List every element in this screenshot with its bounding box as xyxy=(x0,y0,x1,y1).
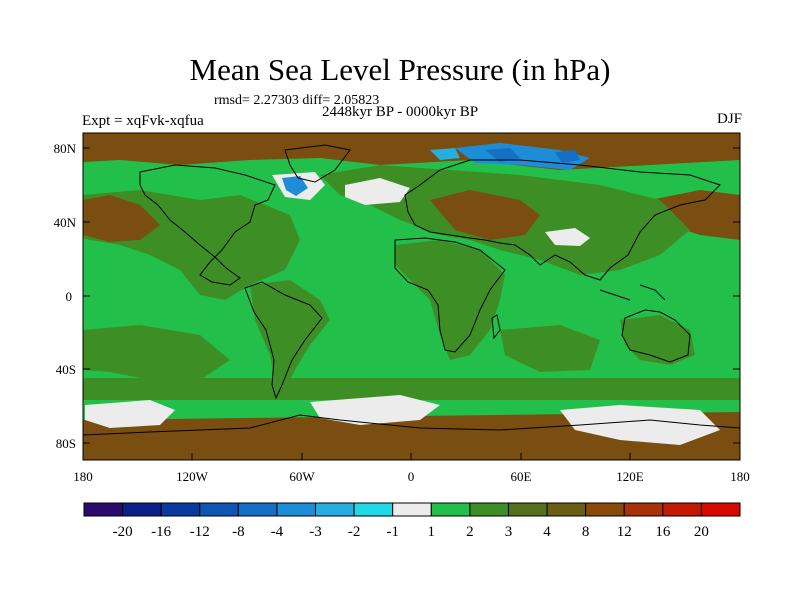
season-label: DJF xyxy=(716,111,742,127)
coastlines xyxy=(83,144,740,436)
colorbar-box xyxy=(199,502,239,517)
field-africa xyxy=(395,240,505,360)
colorbar-label: -3 xyxy=(309,524,322,540)
y-tick-label: 80S xyxy=(56,436,76,451)
field-white-southern-3 xyxy=(560,405,720,445)
field-white-atlantic xyxy=(345,178,410,205)
colorbar-box xyxy=(430,502,471,517)
colorbar-box xyxy=(353,502,394,517)
x-tick-label: 120E xyxy=(616,469,644,484)
colorbar-box xyxy=(122,502,162,517)
colorbar-label: -20 xyxy=(113,524,133,540)
field-white-southern-1 xyxy=(85,400,175,428)
colorbar-box xyxy=(546,502,587,517)
field-north-pacific-east xyxy=(650,190,740,240)
experiment-label: Expt = xqFvk-xqfua xyxy=(82,113,204,129)
colorbar-box xyxy=(469,502,509,517)
colorbar-box xyxy=(662,502,702,517)
x-tick-label: 120W xyxy=(176,469,209,484)
colorbar-labels: -20 -16 -12 -8 -4 -3 -2 -1 1 2 3 4 8 12 16 20 xyxy=(113,524,709,540)
colorbar-label: -2 xyxy=(348,524,361,540)
x-tick-label: 180 xyxy=(73,469,93,484)
field-south-america xyxy=(250,280,330,390)
coast-indonesia xyxy=(599,284,666,301)
colorbar-label: 8 xyxy=(582,524,590,540)
colorbar-box xyxy=(507,502,548,517)
colorbar-box xyxy=(700,502,741,517)
field-south-pacific xyxy=(83,325,230,380)
x-axis xyxy=(82,453,741,460)
x-tick-label: 60E xyxy=(511,469,532,484)
coast-antarctica xyxy=(83,414,740,436)
colorbar-label: 4 xyxy=(543,524,551,540)
colorbar-boxes xyxy=(83,502,741,517)
colorbar-label: -8 xyxy=(232,524,245,540)
y-axis xyxy=(83,147,740,444)
coast-africa xyxy=(394,237,506,353)
colorbar-label: -4 xyxy=(271,524,284,540)
stats-text: rmsd= 2.27303 diff= 2.05823 xyxy=(214,93,380,108)
colorbar-label: 12 xyxy=(617,524,632,540)
colorbar-box xyxy=(276,502,317,517)
colorbar-label: 20 xyxy=(694,524,709,540)
colorbar-box xyxy=(623,502,664,517)
colorbar-box xyxy=(315,502,355,517)
colorbar-box xyxy=(392,502,432,517)
colorbar-label: -16 xyxy=(151,524,171,540)
colorbar-box xyxy=(585,502,625,517)
period-text: 2448kyr BP - 0000kyr BP xyxy=(322,104,479,120)
colorbar-box xyxy=(237,502,278,517)
field-darkblue-siberia-2 xyxy=(555,150,580,163)
colorbar-label: -12 xyxy=(190,524,210,540)
y-tick-label: 40S xyxy=(56,362,76,377)
y-tick-label: 0 xyxy=(66,289,73,304)
x-tick-label: 180 xyxy=(730,469,750,484)
coast-greenland xyxy=(284,144,351,183)
y-tick-label: 80N xyxy=(54,141,77,156)
field-blue-greenland xyxy=(282,176,308,196)
field-darkblue-siberia xyxy=(485,148,520,162)
y-tick-label: 40N xyxy=(54,215,77,230)
field-white-arabia xyxy=(545,228,590,246)
map-title: Mean Sea Level Pressure (in hPa) xyxy=(189,52,611,87)
x-tick-label: 0 xyxy=(408,469,415,484)
coast-madagascar xyxy=(491,314,501,340)
field-central-asia xyxy=(430,190,540,240)
coast-south-america xyxy=(244,281,323,400)
colorbar-label: 3 xyxy=(505,524,513,540)
field-southern-ring xyxy=(83,378,740,400)
colorbar-box xyxy=(83,502,124,517)
colorbar-label: 16 xyxy=(655,524,671,540)
colorbar-label: 2 xyxy=(466,524,474,540)
map-field xyxy=(83,133,740,460)
field-white-southern-2 xyxy=(310,395,440,425)
coast-australia xyxy=(621,309,691,363)
colorbar-box xyxy=(160,502,201,517)
field-cyan-arctic xyxy=(430,148,460,160)
field-north-pacific xyxy=(83,195,160,242)
coast-north-america xyxy=(139,164,276,286)
colorbar-label: -1 xyxy=(386,524,399,540)
x-tick-label: 60W xyxy=(289,469,315,484)
colorbar-label: 1 xyxy=(428,524,436,540)
coast-eurasia xyxy=(404,159,721,281)
field-south-indian xyxy=(500,325,600,372)
